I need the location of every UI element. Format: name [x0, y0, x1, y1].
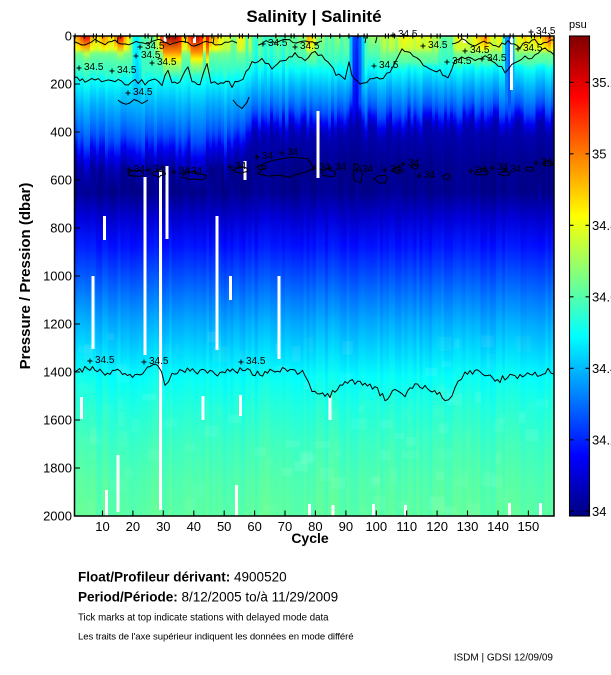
- svg-text:110: 110: [396, 519, 417, 534]
- svg-text:34.5: 34.5: [84, 62, 104, 73]
- svg-text:34.5: 34.5: [452, 56, 472, 67]
- svg-text:34.4: 34.4: [592, 361, 611, 376]
- svg-text:1200: 1200: [43, 317, 72, 332]
- svg-text:34: 34: [191, 166, 203, 177]
- svg-text:100: 100: [365, 519, 387, 534]
- svg-text:psu: psu: [569, 19, 587, 31]
- svg-text:70: 70: [278, 519, 292, 534]
- svg-text:10: 10: [95, 519, 109, 534]
- svg-text:34: 34: [153, 164, 165, 175]
- svg-text:34.5: 34.5: [95, 355, 115, 366]
- svg-text:1600: 1600: [43, 413, 72, 428]
- svg-text:34.5: 34.5: [149, 356, 169, 367]
- svg-text:34.5: 34.5: [398, 29, 418, 40]
- svg-text:140: 140: [487, 519, 509, 534]
- svg-text:34: 34: [319, 162, 331, 173]
- svg-text:34: 34: [592, 504, 606, 519]
- svg-text:34.6: 34.6: [592, 289, 611, 304]
- svg-text:34.2: 34.2: [592, 432, 611, 447]
- svg-text:Period/Période: 8/12/2005 to/à: Period/Période: 8/12/2005 to/à 11/29/200…: [78, 590, 338, 605]
- svg-text:34: 34: [497, 162, 509, 173]
- svg-text:34: 34: [408, 158, 420, 169]
- svg-text:34: 34: [134, 164, 146, 175]
- svg-text:34: 34: [476, 165, 488, 176]
- svg-text:34.5: 34.5: [157, 57, 177, 68]
- svg-text:34: 34: [287, 147, 299, 158]
- svg-text:34.5: 34.5: [145, 41, 165, 52]
- svg-text:34: 34: [510, 164, 522, 175]
- svg-text:34: 34: [541, 157, 553, 168]
- svg-text:800: 800: [50, 221, 72, 236]
- svg-text:34.8: 34.8: [592, 218, 611, 233]
- svg-text:34: 34: [390, 164, 402, 175]
- svg-text:34.5: 34.5: [300, 41, 320, 52]
- svg-text:400: 400: [50, 125, 72, 140]
- svg-text:35.2: 35.2: [592, 75, 611, 90]
- svg-text:1000: 1000: [43, 269, 72, 284]
- svg-text:600: 600: [50, 173, 72, 188]
- svg-text:60: 60: [247, 519, 261, 534]
- svg-text:34: 34: [235, 161, 247, 172]
- svg-text:120: 120: [426, 519, 448, 534]
- svg-text:34: 34: [262, 151, 274, 162]
- svg-text:Pressure / Pression (dbar): Pressure / Pression (dbar): [17, 183, 34, 370]
- svg-text:34: 34: [335, 162, 347, 173]
- svg-text:30: 30: [156, 519, 170, 534]
- svg-text:Tick marks at top indicate sta: Tick marks at top indicate stations with…: [78, 613, 329, 624]
- svg-text:150: 150: [518, 519, 540, 534]
- svg-text:90: 90: [339, 519, 353, 534]
- svg-text:50: 50: [217, 519, 231, 534]
- svg-text:34.5: 34.5: [428, 40, 448, 51]
- svg-text:2000: 2000: [43, 509, 72, 524]
- svg-text:130: 130: [457, 519, 479, 534]
- svg-text:Salinity | Salinité: Salinity | Salinité: [246, 7, 381, 26]
- svg-text:80: 80: [308, 519, 322, 534]
- svg-text:34.5: 34.5: [379, 60, 399, 71]
- svg-text:34.5: 34.5: [487, 53, 507, 64]
- svg-text:1800: 1800: [43, 461, 72, 476]
- svg-text:35: 35: [592, 146, 606, 161]
- svg-text:ISDM | GDSI 12/09/09: ISDM | GDSI 12/09/09: [454, 652, 554, 663]
- svg-text:40: 40: [187, 519, 201, 534]
- svg-text:34: 34: [424, 170, 436, 181]
- svg-text:Les traits de l'axe supérieur: Les traits de l'axe supérieur indiquent …: [78, 632, 354, 643]
- svg-text:34.5: 34.5: [133, 87, 153, 98]
- svg-text:34.5: 34.5: [268, 38, 288, 49]
- svg-text:34.5: 34.5: [117, 65, 137, 76]
- svg-text:34.5: 34.5: [246, 356, 266, 367]
- svg-text:20: 20: [126, 519, 140, 534]
- svg-text:34.5: 34.5: [523, 43, 543, 54]
- svg-text:1400: 1400: [43, 365, 72, 380]
- svg-text:200: 200: [50, 77, 72, 92]
- svg-text:Float/Profileur dérivant: 4900: Float/Profileur dérivant: 4900520: [78, 570, 287, 585]
- svg-text:Cycle: Cycle: [291, 530, 329, 546]
- svg-text:34: 34: [362, 164, 374, 175]
- svg-text:34.5: 34.5: [536, 26, 556, 37]
- svg-text:34.5: 34.5: [141, 50, 161, 61]
- svg-text:34.5: 34.5: [470, 45, 490, 56]
- svg-text:0: 0: [65, 29, 72, 44]
